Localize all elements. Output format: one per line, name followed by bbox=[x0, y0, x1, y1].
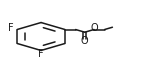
Text: O: O bbox=[81, 36, 89, 46]
Text: F: F bbox=[38, 49, 44, 59]
Text: O: O bbox=[90, 22, 98, 32]
Text: F: F bbox=[8, 23, 13, 33]
